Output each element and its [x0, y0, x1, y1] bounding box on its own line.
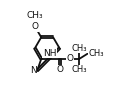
Text: CH₃: CH₃: [27, 11, 43, 20]
Text: O: O: [57, 65, 64, 74]
Text: CH₃: CH₃: [89, 49, 104, 58]
Text: O: O: [66, 54, 73, 63]
Text: CH₃: CH₃: [71, 65, 87, 74]
Text: N: N: [30, 66, 36, 75]
Text: CH₃: CH₃: [71, 44, 87, 53]
Text: O: O: [31, 22, 38, 31]
Text: NH: NH: [43, 49, 57, 58]
